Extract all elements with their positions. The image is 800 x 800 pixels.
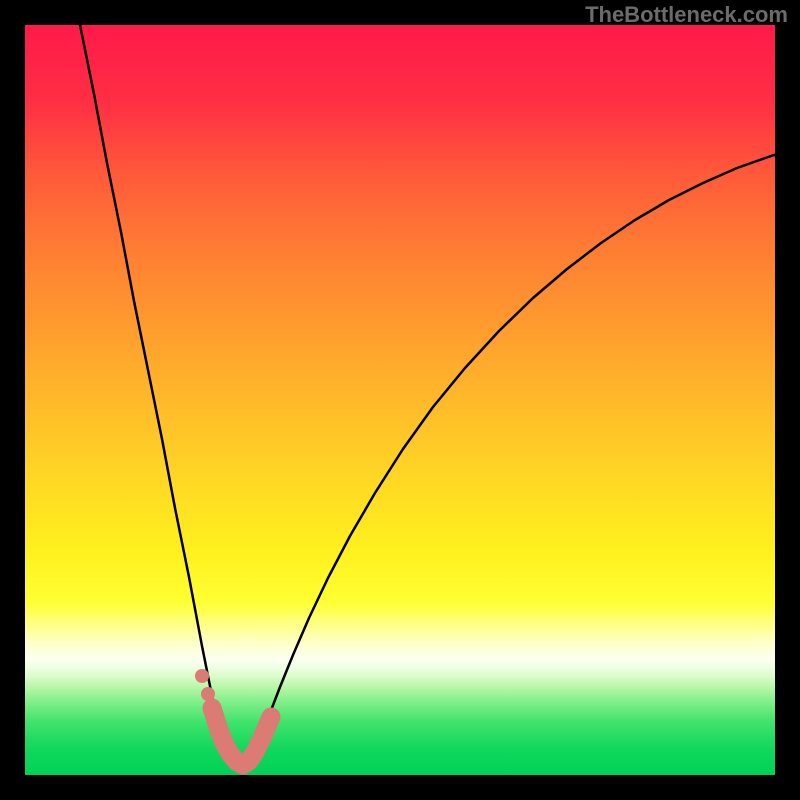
salmon-hook [212,708,271,765]
frame-border-left [0,0,25,800]
salmon-dots [195,669,215,701]
plot-svg [25,25,775,775]
frame-border-right [775,0,800,800]
watermark-text: TheBottleneck.com [585,2,788,28]
salmon-dot [201,687,215,701]
chart-frame: TheBottleneck.com [0,0,800,800]
frame-border-bottom [0,775,800,800]
plot-area [25,25,775,775]
bottleneck-curve [80,25,775,768]
salmon-dot [195,669,209,683]
